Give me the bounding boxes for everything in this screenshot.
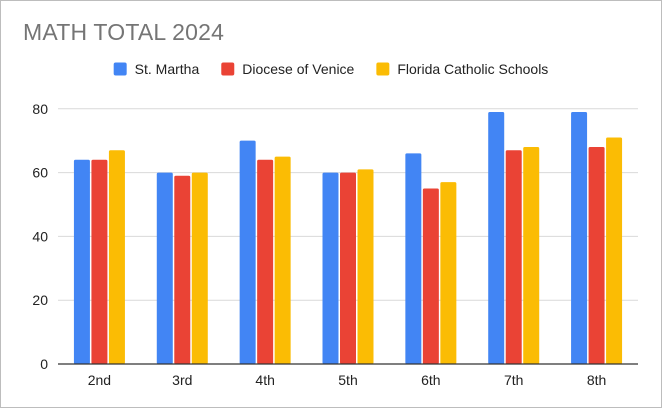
legend-label[interactable]: Diocese of Venice xyxy=(242,61,354,77)
bar-diocese-of-venice-3rd[interactable] xyxy=(174,175,191,364)
bar-florida-catholic-schools-6th[interactable] xyxy=(440,182,457,364)
legend-swatch xyxy=(221,62,235,76)
bar-diocese-of-venice-5th[interactable] xyxy=(340,172,356,364)
bar-st-martha-8th[interactable] xyxy=(571,111,588,364)
axes: 0 20 40 60 80 2nd 3rd 4th 5th 6th 7th 8th xyxy=(32,101,638,388)
bar-florida-catholic-schools-8th[interactable] xyxy=(606,137,623,364)
bar-florida-catholic-schools-3rd[interactable] xyxy=(191,172,208,364)
chart-title: MATH TOTAL 2024 xyxy=(23,19,225,45)
bar-florida-catholic-schools-2nd[interactable] xyxy=(108,150,125,364)
bar-diocese-of-venice-8th[interactable] xyxy=(588,147,605,364)
bar-diocese-of-venice-2nd[interactable] xyxy=(91,159,108,364)
legend-swatch xyxy=(376,62,390,76)
y-tick-label: 80 xyxy=(32,101,48,117)
x-tick-label: 8th xyxy=(587,372,606,388)
legend-label[interactable]: St. Martha xyxy=(135,61,200,77)
x-tick-label: 6th xyxy=(421,372,440,388)
legend-swatch xyxy=(113,62,127,76)
bar-st-martha-7th[interactable] xyxy=(488,111,505,364)
x-tick-label: 7th xyxy=(504,372,523,388)
y-tick-label: 40 xyxy=(32,228,48,244)
y-tick-label: 20 xyxy=(32,292,48,308)
bar-st-martha-3rd[interactable] xyxy=(156,172,173,364)
y-tick-label: 60 xyxy=(32,165,48,181)
legend-label[interactable]: Florida Catholic Schools xyxy=(397,61,548,77)
x-tick-label: 2nd xyxy=(88,372,111,388)
x-tick-label: 5th xyxy=(338,372,357,388)
bar-st-martha-6th[interactable] xyxy=(405,153,422,364)
bar-st-martha-4th[interactable] xyxy=(239,140,256,364)
bar-florida-catholic-schools-5th[interactable] xyxy=(357,169,374,364)
bar-florida-catholic-schools-4th[interactable] xyxy=(274,156,291,364)
x-tick-label: 4th xyxy=(255,372,274,388)
bar-diocese-of-venice-6th[interactable] xyxy=(422,188,439,364)
bar-st-martha-5th[interactable] xyxy=(322,172,339,364)
legend: St. Martha Diocese of Venice Florida Catho… xyxy=(113,61,548,77)
bar-st-martha-2nd[interactable] xyxy=(73,159,90,364)
y-tick-label: 0 xyxy=(40,356,48,372)
bars xyxy=(73,111,623,364)
bar-diocese-of-venice-4th[interactable] xyxy=(257,159,274,364)
bar-diocese-of-venice-7th[interactable] xyxy=(505,150,522,364)
bar-florida-catholic-schools-7th[interactable] xyxy=(523,147,540,364)
x-tick-label: 3rd xyxy=(172,372,192,388)
